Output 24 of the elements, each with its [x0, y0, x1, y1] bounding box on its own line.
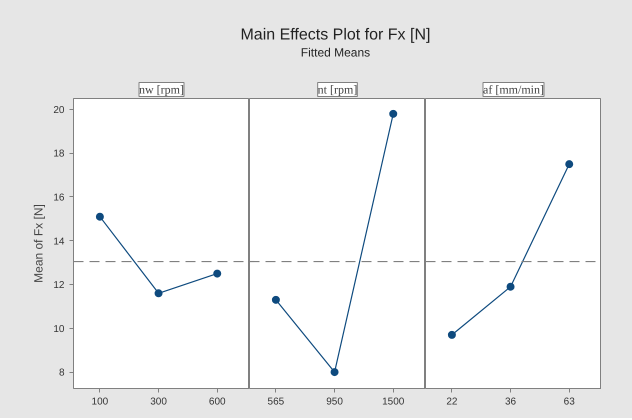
y-tick-label: 12: [53, 280, 65, 292]
x-tick-label: 1500: [382, 396, 405, 408]
y-tick-label: 10: [53, 324, 65, 335]
x-tick-label: 100: [92, 396, 109, 408]
x-tick-label: 950: [326, 396, 344, 408]
x-tick-label: 600: [208, 396, 226, 408]
point: [213, 270, 222, 278]
text: Main Effects Plot for Fx [N]: [240, 26, 430, 44]
y-tick-label: 8: [58, 368, 65, 379]
text: Fitted Means: [300, 46, 370, 60]
y-tick-label: 20: [53, 104, 65, 116]
y-axis-title: Mean of Fx [N]: [31, 204, 46, 283]
x-tick-label: 63: [564, 396, 576, 408]
point: [96, 212, 104, 221]
y-tick-label: 18: [53, 148, 65, 160]
x-tick-label: 300: [150, 396, 168, 408]
x-tick-label: 36: [505, 396, 517, 408]
y-tick-label: 16: [53, 192, 65, 204]
x-tick-label: 22: [446, 396, 458, 408]
x-axis-title: af [mm/min]: [483, 82, 544, 96]
x-tick-label: 565: [268, 396, 285, 408]
x-axis-title: nt [rpm]: [318, 82, 358, 96]
point: [154, 289, 163, 298]
y-tick-label: 14: [53, 236, 65, 248]
